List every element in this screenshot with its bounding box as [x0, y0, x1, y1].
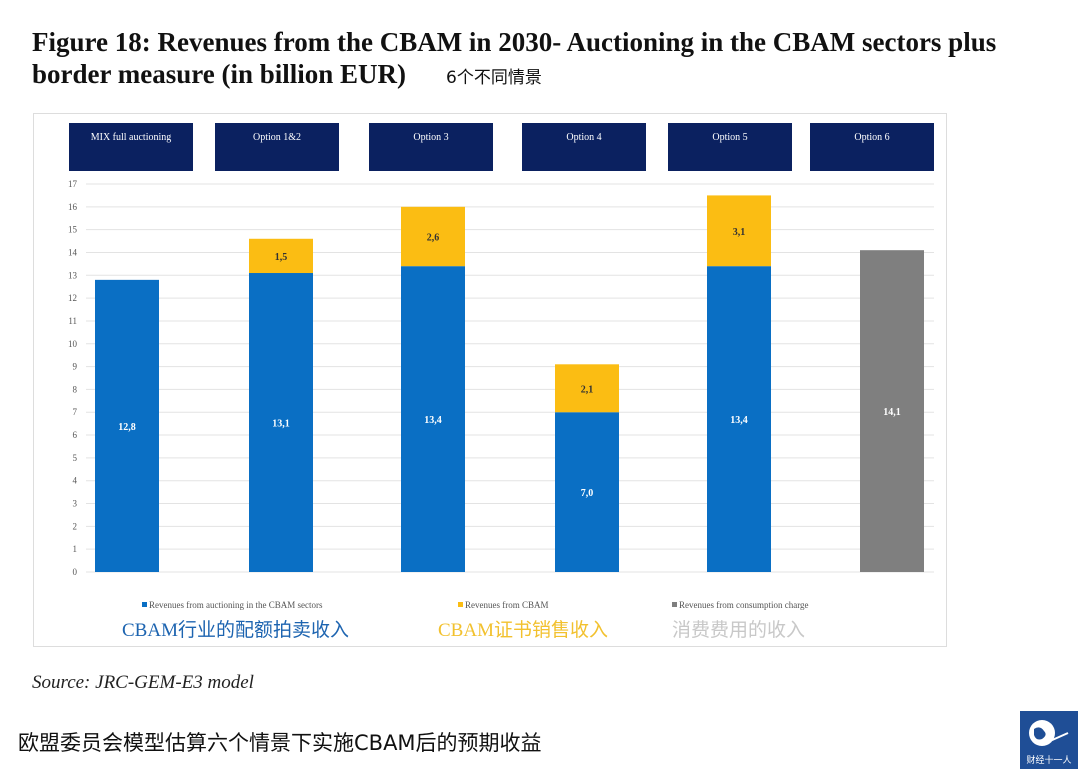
svg-text:财经十一人: 财经十一人: [1026, 754, 1071, 765]
legend-label-cn: 消费费用的收入: [672, 619, 805, 641]
y-tick-label: 15: [68, 225, 78, 235]
chart-area: 0 1 2 3 4 5 6 7 8 9 10 11 12 13 14 15 16 17 MIX full aucti…: [33, 113, 947, 647]
globe-logo-icon: 财经十一人: [1026, 720, 1072, 765]
bar-segment: [401, 266, 465, 572]
option-header-label: Option 3: [413, 132, 448, 143]
subtitle-cn: 6个不同情景: [446, 68, 542, 88]
bar-segment: [249, 273, 313, 572]
bar-segment: [555, 364, 619, 413]
y-tick-label: 9: [73, 362, 78, 372]
data-label: 3,1: [733, 227, 746, 238]
option-header: [668, 123, 792, 171]
bar-segment: [555, 412, 619, 572]
legend-label-cn: CBAM证书销售收入: [438, 619, 608, 641]
legend-label: Revenues from CBAM: [465, 600, 549, 610]
source-note: Source: JRC-GEM-E3 model: [32, 672, 254, 693]
title-text: Figure 18: Revenues from the CBAM in 203…: [32, 27, 997, 89]
legend-swatch: [458, 602, 463, 607]
bar-segment: [401, 206, 465, 267]
data-label: 12,8: [118, 422, 136, 433]
data-label: 1,5: [275, 252, 288, 263]
y-tick-label: 14: [68, 247, 78, 257]
y-tick-label: 3: [73, 499, 78, 509]
data-label: 13,4: [730, 415, 748, 426]
legend-swatch: [142, 602, 147, 607]
y-tick-label: 8: [73, 384, 78, 394]
option-header: [69, 123, 193, 171]
option-header-label: Option 5: [712, 132, 747, 143]
data-label: 2,1: [581, 384, 594, 395]
option-header-label: Option 4: [566, 132, 601, 143]
bar-segment: [95, 279, 159, 572]
y-tick-label: 12: [68, 293, 77, 303]
y-tick-label: 7: [73, 407, 78, 417]
y-tick-label: 17: [68, 179, 78, 189]
option-header: [810, 123, 934, 171]
y-tick-label: 6: [73, 430, 78, 440]
legend-swatch: [672, 602, 677, 607]
data-label: 13,4: [424, 415, 442, 426]
legend-label: Revenues from consumption charge: [679, 600, 809, 610]
legend-label: Revenues from auctioning in the CBAM sec…: [149, 600, 323, 610]
bar-segment: [860, 250, 924, 572]
y-tick-label: 0: [73, 567, 78, 577]
y-tick-label: 11: [68, 316, 77, 326]
y-tick-label: 1: [73, 544, 78, 554]
data-label: 14,1: [883, 407, 901, 418]
option-header-label: MIX full auctioning: [91, 132, 172, 143]
y-tick-label: 13: [68, 270, 78, 280]
option-header-label: Option 6: [854, 132, 889, 143]
bar-segment: [249, 238, 313, 274]
y-tick-label: 4: [73, 476, 78, 486]
y-tick-label: 2: [73, 521, 78, 531]
legend-label-cn: CBAM行业的配额拍卖收入: [122, 619, 349, 641]
y-tick-label: 5: [73, 453, 78, 463]
y-tick-label: 16: [68, 202, 78, 212]
chart-title: Figure 18: Revenues from the CBAM in 203…: [32, 26, 1072, 94]
y-tick-label: 10: [68, 339, 78, 349]
data-label: 7,0: [581, 488, 594, 499]
bar-segment: [707, 266, 771, 572]
option-header-label: Option 1&2: [253, 132, 301, 143]
data-label: 2,6: [427, 232, 440, 243]
option-header: [369, 123, 493, 171]
option-header: [215, 123, 339, 171]
caption: 欧盟委员会模型估算六个情景下实施CBAM后的预期收益: [18, 731, 542, 755]
option-header: [522, 123, 646, 171]
data-label: 13,1: [272, 419, 290, 430]
logo: 财经十一人: [1020, 711, 1078, 769]
bar-segment: [707, 195, 771, 267]
